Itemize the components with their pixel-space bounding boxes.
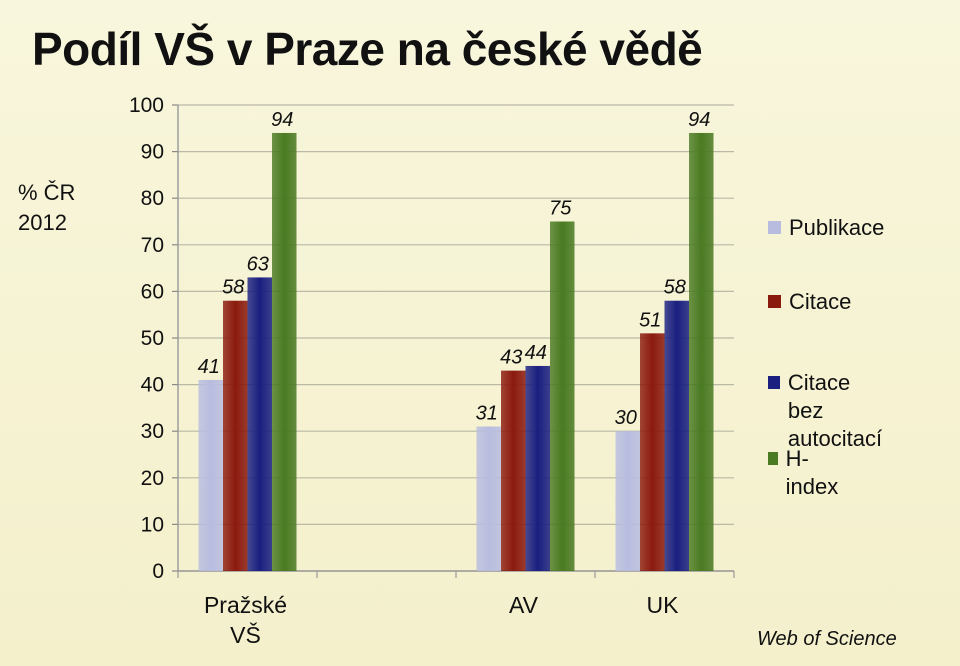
- bar: [689, 132, 714, 571]
- data-label: 43: [500, 347, 522, 369]
- y-tick-label: 100: [129, 94, 164, 117]
- y-tick-label: 40: [141, 374, 164, 397]
- legend-swatch: [768, 295, 781, 308]
- bar: [640, 333, 665, 571]
- bar: [223, 300, 248, 571]
- x-category-label: Pražské: [204, 592, 287, 618]
- data-label: 30: [615, 407, 637, 429]
- data-label: 44: [525, 342, 547, 364]
- bar: [501, 370, 526, 571]
- legend-item: Citace: [768, 288, 851, 316]
- legend-item: Citace bez autocitací: [768, 369, 883, 453]
- y-tick-label: 50: [141, 327, 164, 350]
- data-label: 75: [549, 198, 572, 220]
- y-axis-label-line1: % ČR: [18, 180, 76, 205]
- legend-label: Citace bez autocitací: [787, 370, 883, 451]
- x-category-label: AV: [509, 592, 539, 618]
- y-tick-label: 20: [141, 467, 164, 490]
- data-label: 94: [688, 109, 710, 131]
- page-title: Podíl VŠ v Praze na české vědě: [32, 23, 703, 75]
- legend-label: Publikace: [789, 215, 885, 240]
- bar: [550, 221, 575, 571]
- y-tick-label: 80: [141, 187, 164, 210]
- x-category-label: VŠ: [230, 621, 261, 648]
- source-note: Web of Science: [757, 628, 897, 650]
- bar: [476, 426, 501, 571]
- legend-swatch: [768, 376, 780, 389]
- data-label: 63: [247, 253, 269, 275]
- data-label: 58: [222, 277, 244, 299]
- legend-label: Citace: [789, 289, 852, 314]
- legend-swatch: [768, 221, 781, 234]
- bar: [525, 365, 550, 571]
- legend-swatch: [768, 452, 778, 465]
- data-label: 51: [639, 309, 661, 331]
- bar: [615, 431, 640, 571]
- y-axis-label-line2: 2012: [18, 210, 67, 235]
- bar: [198, 379, 223, 571]
- y-tick-label: 90: [141, 141, 164, 164]
- data-label: 58: [664, 277, 686, 299]
- legend-label: H-index: [785, 446, 839, 499]
- y-tick-label: 70: [141, 234, 164, 257]
- bar: [664, 300, 689, 571]
- y-tick-label: 60: [141, 280, 164, 303]
- bar: [247, 277, 272, 571]
- y-tick-label: 10: [141, 513, 164, 536]
- y-axis-label: % ČR 2012: [18, 178, 75, 238]
- legend-item: Publikace: [768, 214, 884, 242]
- data-label: 94: [271, 109, 293, 131]
- data-label: 41: [198, 356, 220, 378]
- y-tick-label: 30: [141, 420, 164, 443]
- data-label: 31: [476, 403, 498, 425]
- x-category-label: UK: [647, 592, 680, 618]
- y-tick-label: 0: [152, 560, 164, 583]
- legend-item: H-index: [768, 445, 842, 501]
- bar: [272, 132, 297, 571]
